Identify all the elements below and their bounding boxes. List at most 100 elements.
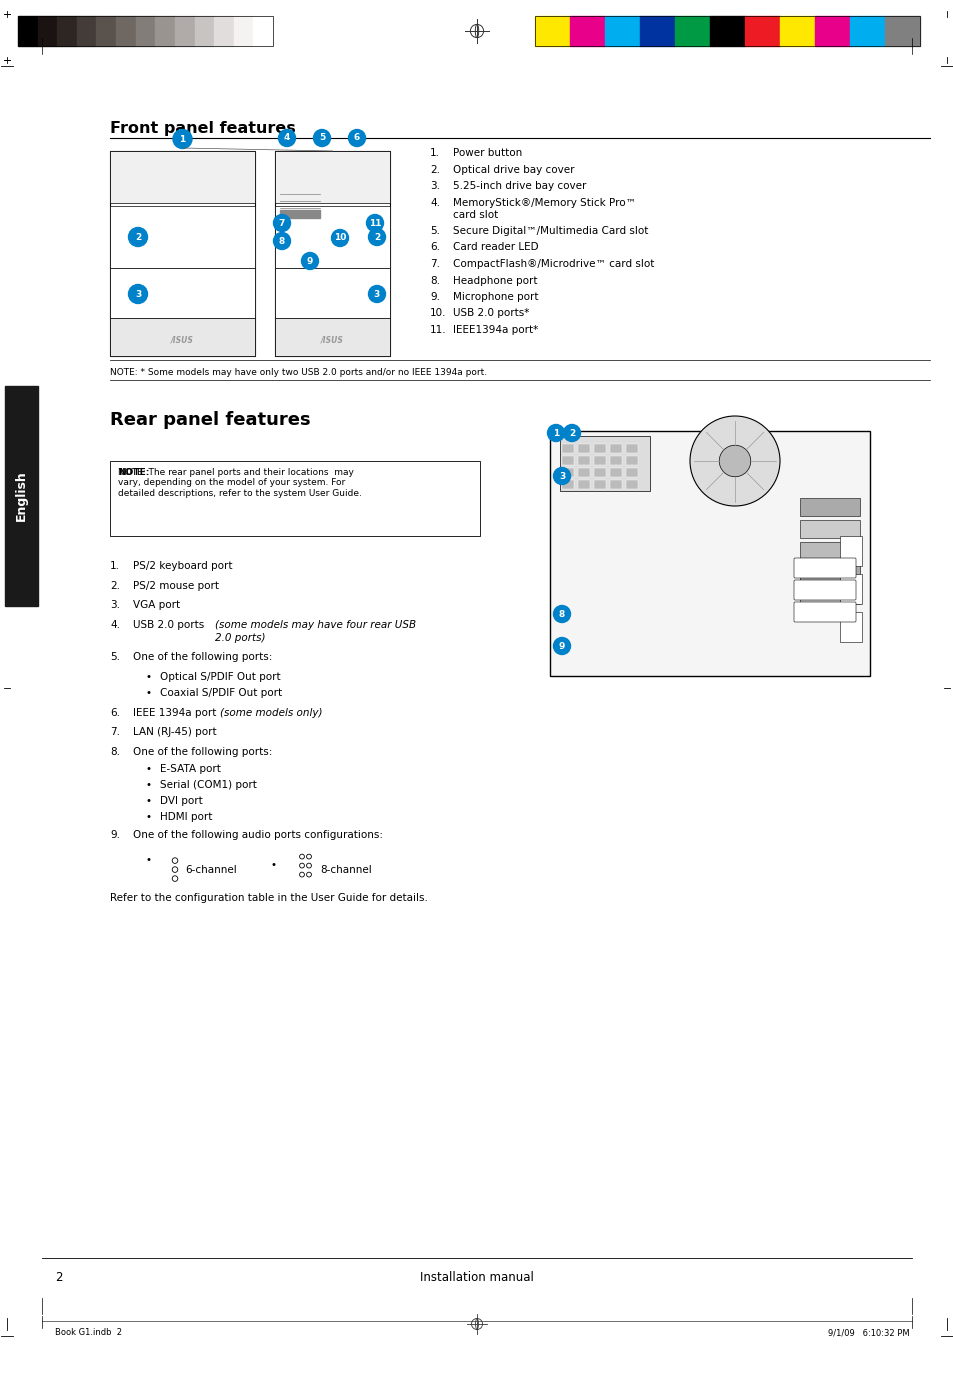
Text: IEEE1394a port*: IEEE1394a port* <box>453 325 537 334</box>
Text: Optical S/PDIF Out port: Optical S/PDIF Out port <box>160 671 280 681</box>
Text: Microphone port: Microphone port <box>453 292 537 301</box>
Bar <box>594 444 605 453</box>
Bar <box>561 480 574 488</box>
Text: 3.: 3. <box>110 600 120 610</box>
Text: 9.: 9. <box>430 292 439 301</box>
Bar <box>96 17 116 45</box>
Bar <box>253 17 273 45</box>
Text: 5.: 5. <box>430 226 439 237</box>
Text: 3.: 3. <box>430 182 439 191</box>
Text: 3: 3 <box>558 472 564 480</box>
Text: 5.: 5. <box>110 652 120 662</box>
Text: 2: 2 <box>134 233 141 242</box>
Bar <box>561 455 574 465</box>
Bar <box>594 480 605 488</box>
Text: 4: 4 <box>283 133 290 143</box>
Text: 2: 2 <box>374 233 379 242</box>
Bar <box>594 468 605 477</box>
Circle shape <box>689 416 780 506</box>
Text: 4.: 4. <box>110 619 120 629</box>
Bar <box>110 151 254 356</box>
Bar <box>18 17 37 45</box>
Text: 2.: 2. <box>110 581 120 590</box>
Bar <box>18 17 273 45</box>
Text: USB 2.0 ports: USB 2.0 ports <box>132 619 208 629</box>
Bar <box>578 468 589 477</box>
Bar <box>110 318 254 356</box>
Bar <box>578 444 589 453</box>
Bar <box>110 151 254 204</box>
Text: PS/2 keyboard port: PS/2 keyboard port <box>132 561 233 571</box>
Text: MemoryStick®/Memory Stick Pro™: MemoryStick®/Memory Stick Pro™ <box>453 198 636 208</box>
Bar <box>233 17 253 45</box>
Bar <box>800 542 859 560</box>
Text: Refer to the configuration table in the User Guide for details.: Refer to the configuration table in the … <box>110 893 428 903</box>
Text: 11.: 11. <box>430 325 446 334</box>
Circle shape <box>366 215 383 231</box>
Circle shape <box>368 228 385 245</box>
Circle shape <box>563 425 579 442</box>
Bar <box>110 461 479 537</box>
Text: USB 2.0 ports*: USB 2.0 ports* <box>453 308 529 318</box>
Bar <box>274 151 390 356</box>
Bar <box>744 17 780 45</box>
Text: Book G1.indb  2: Book G1.indb 2 <box>55 1328 122 1337</box>
Text: 8.: 8. <box>110 747 120 757</box>
Bar <box>625 468 638 477</box>
Text: 7.: 7. <box>110 727 120 738</box>
Text: 9: 9 <box>307 256 313 266</box>
Text: IEEE 1394a port: IEEE 1394a port <box>132 707 219 717</box>
Bar <box>57 17 77 45</box>
Text: 9.: 9. <box>110 830 120 841</box>
Bar <box>194 17 213 45</box>
Circle shape <box>129 285 148 304</box>
Text: 2.0 ports): 2.0 ports) <box>214 633 265 643</box>
Text: CompactFlash®/Microdrive™ card slot: CompactFlash®/Microdrive™ card slot <box>453 259 654 268</box>
Bar <box>535 17 569 45</box>
Text: 2: 2 <box>568 428 575 438</box>
Text: •: • <box>270 860 275 870</box>
Text: /ISUS: /ISUS <box>321 336 344 344</box>
Text: •: • <box>145 812 151 821</box>
Bar <box>800 564 859 582</box>
Text: 7.: 7. <box>430 259 439 268</box>
Bar <box>675 17 709 45</box>
Bar <box>110 268 254 318</box>
Bar <box>274 151 390 204</box>
Bar <box>280 211 319 217</box>
Text: 11: 11 <box>369 219 381 227</box>
Bar <box>561 468 574 477</box>
Circle shape <box>274 233 291 249</box>
Text: 6.: 6. <box>110 707 120 717</box>
Text: NOTE: The rear panel ports and their locations  may
vary, depending on the model: NOTE: The rear panel ports and their loc… <box>118 468 361 498</box>
Bar <box>800 520 859 538</box>
Circle shape <box>719 446 750 476</box>
Bar <box>274 206 390 268</box>
Bar <box>609 455 621 465</box>
Bar <box>37 17 57 45</box>
Text: 9: 9 <box>558 641 564 651</box>
Text: 8: 8 <box>278 237 285 245</box>
Bar <box>639 17 675 45</box>
Text: One of the following audio ports configurations:: One of the following audio ports configu… <box>132 830 382 841</box>
Text: Front panel features: Front panel features <box>110 121 295 136</box>
Text: English: English <box>15 471 28 522</box>
Text: NOTE: * Some models may have only two USB 2.0 ports and/or no IEEE 1394a port.: NOTE: * Some models may have only two US… <box>110 367 487 377</box>
Text: Installation manual: Installation manual <box>419 1271 534 1284</box>
Text: 1.: 1. <box>430 149 439 158</box>
Bar <box>559 436 649 491</box>
Circle shape <box>278 129 295 146</box>
Text: 1: 1 <box>553 428 558 438</box>
Bar <box>561 444 574 453</box>
Text: 3: 3 <box>134 289 141 299</box>
Bar <box>110 206 254 268</box>
Circle shape <box>553 468 570 484</box>
Bar <box>884 17 919 45</box>
Text: Power button: Power button <box>453 149 521 158</box>
Bar <box>840 537 862 566</box>
Bar <box>116 17 135 45</box>
Text: card slot: card slot <box>453 211 497 220</box>
Text: 6: 6 <box>354 133 359 143</box>
Text: 9/1/09   6:10:32 PM: 9/1/09 6:10:32 PM <box>827 1328 909 1337</box>
Bar <box>814 17 849 45</box>
